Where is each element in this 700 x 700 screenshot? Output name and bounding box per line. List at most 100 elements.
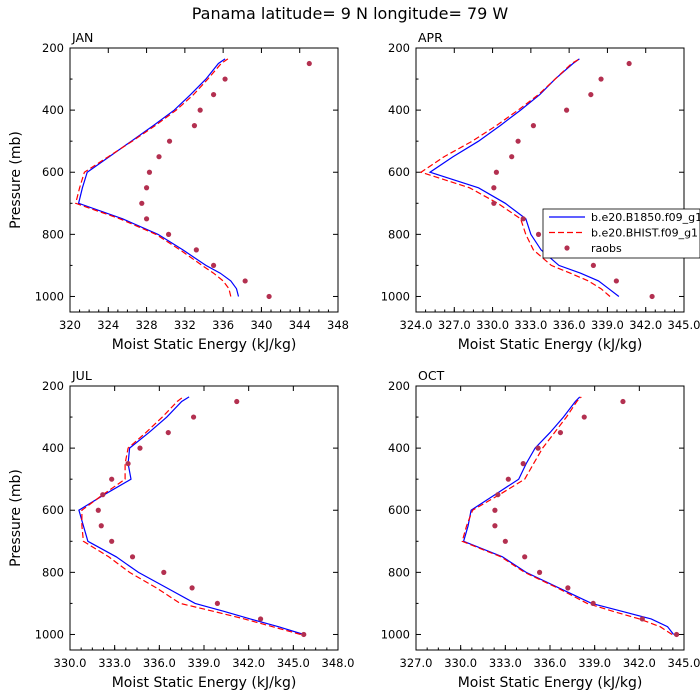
raobs-point xyxy=(536,569,543,575)
y-tick-label: 200 xyxy=(388,41,410,55)
raobs-point xyxy=(581,414,587,420)
x-tick-label: 336.0 xyxy=(143,656,176,670)
x-tick-label: 327.0 xyxy=(438,318,471,332)
raobs-point xyxy=(191,123,198,129)
y-tick-label: 1000 xyxy=(381,289,410,303)
y-tick-label: 200 xyxy=(42,41,64,55)
x-tick-label: 336.0 xyxy=(534,656,567,670)
raobs-point xyxy=(491,200,497,206)
raobs-point xyxy=(210,91,217,98)
raobs-point xyxy=(493,169,499,175)
x-tick-label: 333.0 xyxy=(489,656,522,670)
x-tick-label: 342.0 xyxy=(232,656,265,670)
y-tick-label: 1000 xyxy=(35,289,64,303)
plot-frame xyxy=(69,385,339,651)
raobs-point xyxy=(143,216,150,222)
raobs-point xyxy=(214,600,220,607)
legend: b.e20.B1850.f09_g1 b.e20.BHIST.f09_g1raob… xyxy=(542,208,700,259)
raobs-point xyxy=(492,523,498,529)
y-tick-label: 600 xyxy=(42,503,64,517)
raobs-point xyxy=(590,262,596,269)
raobs-point xyxy=(189,585,195,591)
x-tick-label: 328 xyxy=(136,318,158,332)
raobs-point xyxy=(165,231,172,237)
y-tick-label: 1000 xyxy=(381,627,410,641)
panel-jan: 320 324 328 332 336 340 344 348 200 400 600 800 1000… xyxy=(8,30,349,353)
legend-swatch-raobs xyxy=(564,245,570,251)
raobs-point xyxy=(197,107,203,113)
raobs-point xyxy=(210,262,217,269)
x-tick-label: 320 xyxy=(59,318,81,332)
panel-title: APR xyxy=(418,30,443,45)
raobs-point xyxy=(491,185,497,191)
raobs-point xyxy=(234,398,240,405)
raobs-point xyxy=(492,507,498,513)
raobs-point xyxy=(522,554,528,560)
raobs-point xyxy=(563,107,570,113)
panel-title: JAN xyxy=(71,30,93,45)
raobs-point xyxy=(161,569,167,575)
series-line-bhist xyxy=(461,396,673,636)
panel-apr: 324.0 327.0 330.0 333.0 336.0 339.0 342.0 345.0… xyxy=(381,30,700,353)
raobs-point xyxy=(156,154,162,160)
y-tick-label: 400 xyxy=(42,441,64,455)
y-tick-label: 200 xyxy=(42,379,64,393)
series-line-b1850 xyxy=(78,396,304,636)
raobs-point xyxy=(530,123,537,129)
x-tick-label: 330.0 xyxy=(444,656,477,670)
raobs-point xyxy=(535,231,542,237)
raobs-point xyxy=(266,293,272,300)
y-tick-label: 800 xyxy=(388,227,410,241)
raobs-point xyxy=(109,476,115,482)
series-line-bhist xyxy=(74,58,232,297)
raobs-point xyxy=(242,278,248,284)
raobs-point xyxy=(95,507,101,513)
series-line-bhist xyxy=(419,58,611,297)
raobs-point xyxy=(673,631,680,638)
raobs-point xyxy=(306,60,312,67)
figure-title: Panama latitude= 9 N longitude= 79 W xyxy=(192,4,509,23)
raobs-point xyxy=(598,76,604,82)
x-tick-label: 324 xyxy=(97,318,119,332)
raobs-point xyxy=(98,523,104,529)
raobs-point xyxy=(129,554,136,560)
raobs-point xyxy=(505,476,511,482)
legend-label: b.e20.B1850.f09_g1 xyxy=(591,211,700,224)
raobs-point xyxy=(613,278,619,284)
raobs-point xyxy=(139,200,145,206)
raobs-point xyxy=(588,91,594,98)
legend-label: b.e20.BHIST.f09_g1 xyxy=(591,227,698,240)
x-tick-label: 339.0 xyxy=(188,656,221,670)
x-tick-label: 342.0 xyxy=(623,656,656,670)
raobs-point xyxy=(515,138,521,144)
x-tick-label: 332 xyxy=(174,318,196,332)
y-tick-label: 1000 xyxy=(35,627,64,641)
raobs-point xyxy=(193,247,199,253)
x-tick-label: 345.0 xyxy=(277,656,310,670)
raobs-point xyxy=(222,76,228,82)
x-axis-label: Moist Static Energy (kJ/kg) xyxy=(458,675,643,691)
y-axis-label: Pressure (mb) xyxy=(8,469,24,567)
legend-label: raobs xyxy=(591,242,622,255)
y-tick-label: 400 xyxy=(388,441,410,455)
x-tick-label: 330.0 xyxy=(54,656,87,670)
raobs-point xyxy=(109,538,115,544)
raobs-point xyxy=(166,138,173,144)
raobs-point xyxy=(535,445,541,451)
raobs-point xyxy=(190,414,197,420)
x-tick-label: 344 xyxy=(289,318,311,332)
raobs-point xyxy=(146,169,153,175)
raobs-point xyxy=(257,616,264,622)
raobs-point xyxy=(301,631,307,638)
y-tick-label: 400 xyxy=(42,103,64,117)
x-tick-label: 342.0 xyxy=(629,318,662,332)
y-axis-label: Pressure (mb) xyxy=(8,131,24,229)
x-tick-label: 339.0 xyxy=(591,318,624,332)
plot-frame xyxy=(415,385,685,651)
raobs-point xyxy=(649,293,655,300)
x-axis-label: Moist Static Energy (kJ/kg) xyxy=(112,675,297,691)
x-tick-label: 333.0 xyxy=(98,656,131,670)
raobs-point xyxy=(520,461,526,467)
x-tick-label: 336.0 xyxy=(553,318,586,332)
raobs-point xyxy=(639,616,645,622)
